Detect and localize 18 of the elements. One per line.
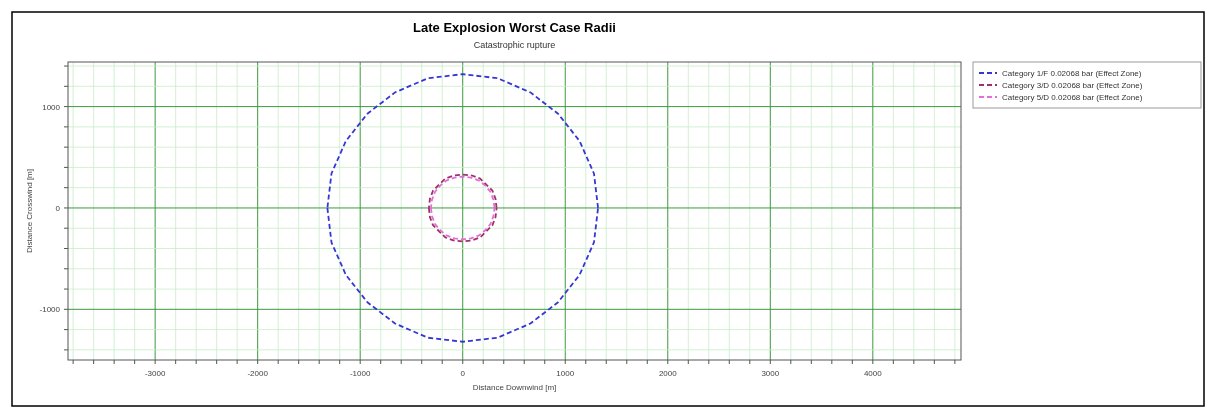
- legend-label: Category 3/D 0.02068 bar (Effect Zone): [1002, 81, 1143, 90]
- x-tick-label: 4000: [863, 369, 883, 378]
- x-axis-title: Distance Downwind [m]: [472, 383, 557, 392]
- y-tick-label: 0: [55, 203, 61, 213]
- chart-title: Late Explosion Worst Case Radii: [413, 20, 616, 35]
- y-tick-label: -1000: [39, 305, 61, 315]
- legend-label: Category 1/F 0.02068 bar (Effect Zone): [1002, 69, 1142, 78]
- y-axis-title: Distance Crosswind [m]: [25, 168, 34, 254]
- x-tick-label: -1000: [349, 369, 371, 378]
- x-tick-label: 0: [460, 369, 466, 378]
- x-tick-label: 3000: [761, 369, 780, 378]
- x-tick-label: -3000: [144, 369, 166, 378]
- x-tick-label: 2000: [658, 369, 678, 378]
- chart-subtitle: Catastrophic rupture: [473, 40, 556, 50]
- y-tick-label: 1000: [42, 102, 61, 112]
- x-tick-label: 1000: [556, 369, 575, 378]
- legend-label: Category 5/D 0.02068 bar (Effect Zone): [1002, 93, 1143, 102]
- x-tick-label: -2000: [247, 369, 269, 378]
